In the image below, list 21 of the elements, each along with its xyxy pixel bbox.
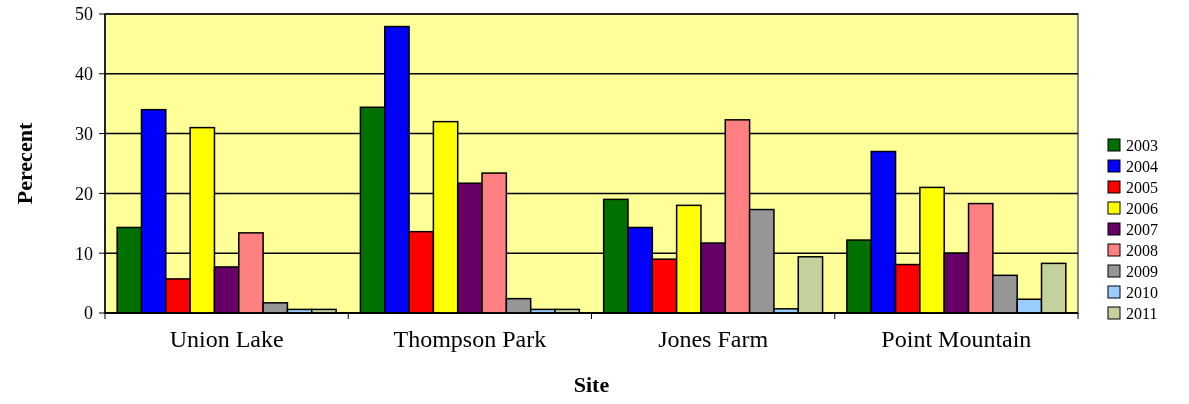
legend-label: 2010 bbox=[1126, 283, 1158, 301]
y-tick-label: 40 bbox=[75, 64, 93, 85]
legend-label: 2003 bbox=[1126, 136, 1158, 154]
y-tick-label: 0 bbox=[84, 303, 93, 324]
y-tick-label: 50 bbox=[75, 4, 93, 25]
x-tick-label: Union Lake bbox=[169, 326, 284, 352]
legend-label: 2011 bbox=[1126, 304, 1158, 322]
legend-label: 2008 bbox=[1126, 241, 1158, 259]
y-tick-label: 20 bbox=[75, 183, 93, 204]
legend-label: 2009 bbox=[1126, 262, 1158, 280]
x-tick-label: Jones Farm bbox=[658, 326, 769, 352]
y-axis-title: Perecent bbox=[12, 122, 37, 205]
x-axis-title: Site bbox=[573, 372, 610, 397]
x-tick-label: Thompson Park bbox=[393, 326, 547, 352]
legend-label: 2007 bbox=[1126, 220, 1158, 238]
x-tick-label: Point Mountain bbox=[881, 326, 1032, 352]
y-tick-label: 10 bbox=[75, 243, 93, 264]
y-tick-label: 30 bbox=[75, 123, 93, 144]
legend-label: 2004 bbox=[1126, 157, 1158, 175]
legend-label: 2005 bbox=[1126, 178, 1158, 196]
legend-label: 2006 bbox=[1126, 199, 1158, 217]
